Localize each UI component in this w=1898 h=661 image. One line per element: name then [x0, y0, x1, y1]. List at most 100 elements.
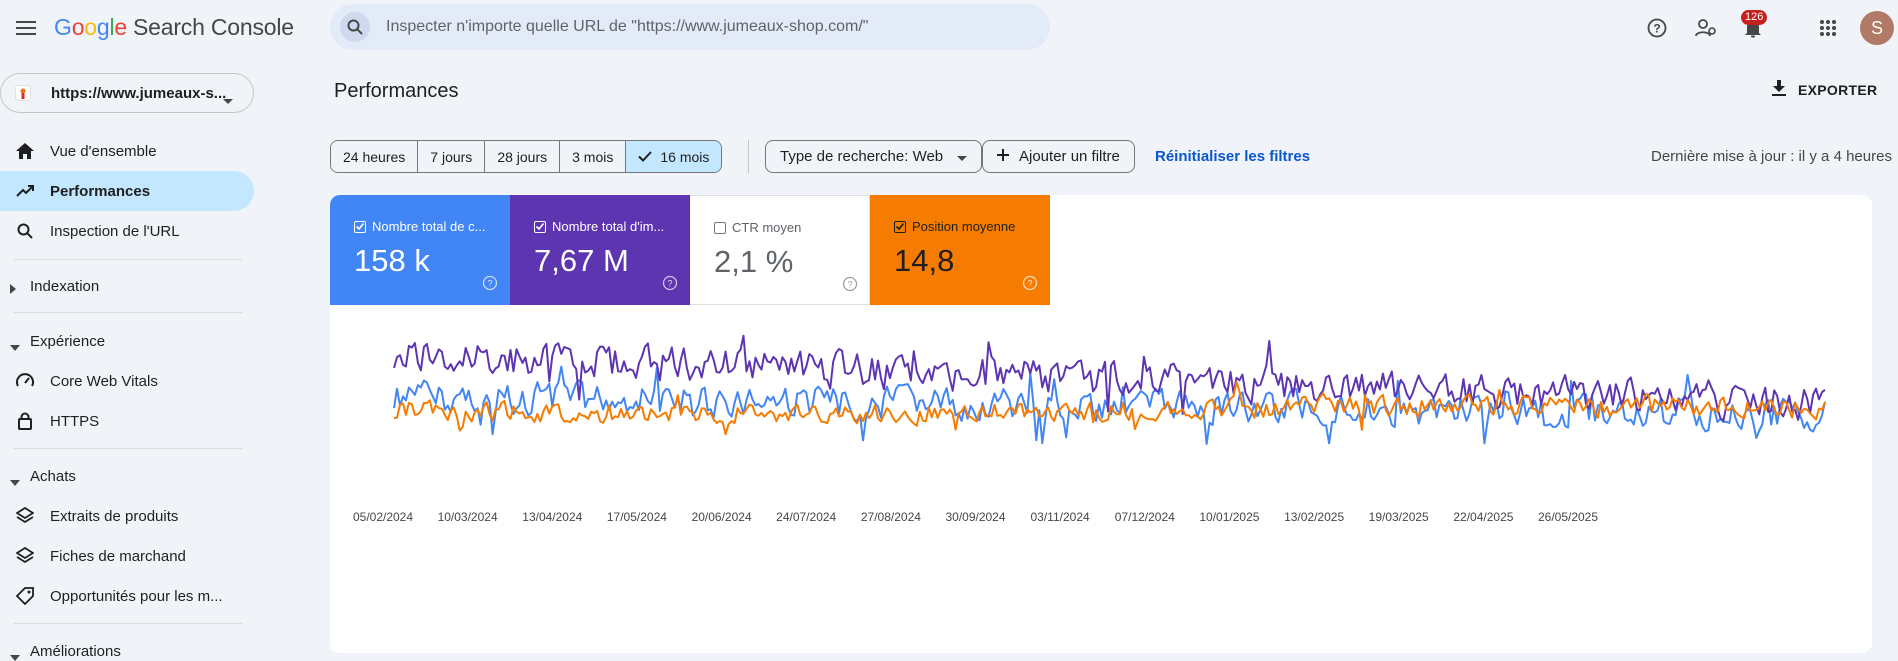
- trending-up-icon: [16, 182, 34, 200]
- performance-chart[interactable]: 05/02/2024 10/03/2024 13/04/2024 17/05/2024…: [330, 315, 1872, 653]
- x-tick-label: 27/08/2024: [861, 510, 921, 524]
- x-tick-label: 03/11/2024: [1031, 510, 1090, 524]
- add-filter-label: Ajouter un filtre: [1019, 148, 1120, 165]
- metric-label: CTR moyen: [714, 220, 864, 235]
- svg-text:?: ?: [1027, 279, 1032, 289]
- metric-value: 7,67 M: [534, 243, 629, 278]
- sidebar-section-shopping[interactable]: Achats: [0, 456, 254, 496]
- search-input[interactable]: Inspecter n'importe quelle URL de "https…: [386, 18, 869, 35]
- export-label: EXPORTER: [1798, 81, 1878, 98]
- search-icon[interactable]: [340, 12, 370, 42]
- help-icon[interactable]: ?: [1022, 275, 1038, 291]
- home-icon: [16, 142, 34, 160]
- checkbox-checked-icon[interactable]: [894, 220, 906, 233]
- x-tick-label: 24/07/2024: [776, 510, 836, 524]
- svg-text:?: ?: [1653, 22, 1660, 36]
- range-3m-button[interactable]: 3 mois: [560, 141, 627, 172]
- search-type-dropdown[interactable]: Type de recherche: Web: [765, 140, 983, 173]
- caret-down-icon: [10, 648, 20, 661]
- download-icon: [1772, 80, 1786, 99]
- apps-grid-icon[interactable]: [1813, 13, 1843, 43]
- range-16m-button[interactable]: 16 mois: [626, 141, 722, 172]
- x-tick-label: 26/05/2025: [1538, 510, 1598, 524]
- sidebar-item-label: Fiches de marchand: [50, 548, 186, 565]
- sidebar-section-label: Expérience: [30, 333, 106, 350]
- help-icon[interactable]: ?: [842, 276, 858, 292]
- url-inspection-search[interactable]: Inspecter n'importe quelle URL de "https…: [330, 4, 1050, 50]
- metric-label: Nombre total d'im...: [534, 219, 684, 234]
- reset-filters-link[interactable]: Réinitialiser les filtres: [1155, 148, 1311, 165]
- metric-value: 158 k: [354, 243, 430, 278]
- help-icon[interactable]: ?: [662, 275, 678, 291]
- export-button[interactable]: EXPORTER: [1772, 80, 1877, 99]
- sidebar-section-indexation[interactable]: Indexation: [0, 266, 254, 306]
- property-selector[interactable]: https://www.jumeaux-s...: [0, 73, 254, 113]
- x-tick-label: 20/06/2024: [692, 510, 752, 524]
- sidebar-item-url-inspection[interactable]: Inspection de l'URL: [0, 211, 254, 251]
- range-7d-button[interactable]: 7 jours: [418, 141, 486, 172]
- sidebar-item-merchant-listings[interactable]: Fiches de marchand: [0, 536, 254, 576]
- metric-value: 14,8: [894, 243, 955, 278]
- caret-down-icon: [10, 338, 20, 355]
- sidebar-item-https[interactable]: HTTPS: [0, 401, 254, 441]
- checkbox-checked-icon[interactable]: [534, 220, 546, 233]
- app-logo[interactable]: Google Search Console: [54, 14, 294, 41]
- sidebar: https://www.jumeaux-s... Vue d'ensemble …: [0, 56, 255, 661]
- sidebar-item-performance[interactable]: Performances: [0, 171, 254, 211]
- sidebar-item-overview[interactable]: Vue d'ensemble: [0, 131, 254, 171]
- sidebar-divider: [14, 623, 242, 624]
- metric-position[interactable]: Position moyenne 14,8 ?: [870, 195, 1050, 305]
- svg-text:?: ?: [487, 279, 492, 289]
- metric-impressions[interactable]: Nombre total d'im... 7,67 M ?: [510, 195, 690, 305]
- user-settings-icon[interactable]: [1691, 13, 1721, 43]
- x-tick-label: 10/03/2024: [438, 510, 498, 524]
- chevron-down-icon: [957, 148, 968, 165]
- series-line-2[interactable]: [393, 380, 1826, 436]
- checkbox-checked-icon[interactable]: [354, 220, 366, 233]
- metric-label-text: Nombre total d'im...: [552, 219, 665, 234]
- help-icon[interactable]: ?: [482, 275, 498, 291]
- range-28d-button[interactable]: 28 jours: [485, 141, 561, 172]
- range-24h-button[interactable]: 24 heures: [331, 141, 419, 172]
- filter-divider: [748, 140, 749, 173]
- check-icon: [638, 149, 653, 165]
- svg-text:?: ?: [667, 279, 672, 289]
- add-filter-button[interactable]: Ajouter un filtre: [982, 140, 1135, 173]
- x-tick-label: 19/03/2025: [1369, 510, 1429, 524]
- x-tick-label: 07/12/2024: [1115, 510, 1175, 524]
- sidebar-section-label: Indexation: [30, 278, 100, 295]
- x-tick-label: 13/04/2024: [522, 510, 582, 524]
- metric-label-text: CTR moyen: [732, 220, 802, 235]
- metric-ctr[interactable]: CTR moyen 2,1 % ?: [690, 195, 870, 305]
- tag-icon: [16, 587, 34, 605]
- plus-icon: [997, 148, 1009, 165]
- account-avatar[interactable]: S: [1860, 11, 1894, 45]
- lock-icon: [16, 412, 34, 430]
- sidebar-section-label: Achats: [30, 468, 76, 485]
- speed-icon: [16, 372, 34, 390]
- date-range-selector: 24 heures 7 jours 28 jours 3 mois 16 moi…: [330, 140, 723, 173]
- search-icon: [16, 222, 34, 240]
- metric-label-text: Nombre total de c...: [372, 219, 486, 234]
- checkbox-unchecked-icon[interactable]: [714, 221, 726, 234]
- caret-right-icon: [10, 281, 16, 298]
- sidebar-section-experience[interactable]: Expérience: [0, 321, 254, 361]
- layers-icon: [16, 547, 34, 565]
- sidebar-item-label: Opportunités pour les m...: [50, 588, 223, 605]
- sidebar-item-product-snippets[interactable]: Extraits de produits: [0, 496, 254, 536]
- notifications-badge: 126: [1741, 10, 1768, 25]
- sidebar-item-label: Vue d'ensemble: [50, 143, 157, 160]
- sidebar-item-shopping-opportunities[interactable]: Opportunités pour les m...: [0, 576, 254, 616]
- x-tick-label: 30/09/2024: [945, 510, 1005, 524]
- sidebar-divider: [14, 312, 242, 313]
- svg-text:?: ?: [847, 280, 852, 290]
- top-bar: Google Search Console Inspecter n'importe…: [0, 0, 1898, 56]
- main-menu-icon[interactable]: [12, 14, 40, 42]
- sidebar-item-core-web-vitals[interactable]: Core Web Vitals: [0, 361, 254, 401]
- metric-clicks[interactable]: Nombre total de c... 158 k ?: [330, 195, 510, 305]
- sidebar-section-enhancements[interactable]: Améliorations: [0, 631, 254, 661]
- sidebar-divider: [14, 259, 242, 260]
- google-wordmark: Google: [54, 14, 127, 40]
- x-tick-label: 22/04/2025: [1453, 510, 1513, 524]
- help-icon[interactable]: ?: [1642, 13, 1672, 43]
